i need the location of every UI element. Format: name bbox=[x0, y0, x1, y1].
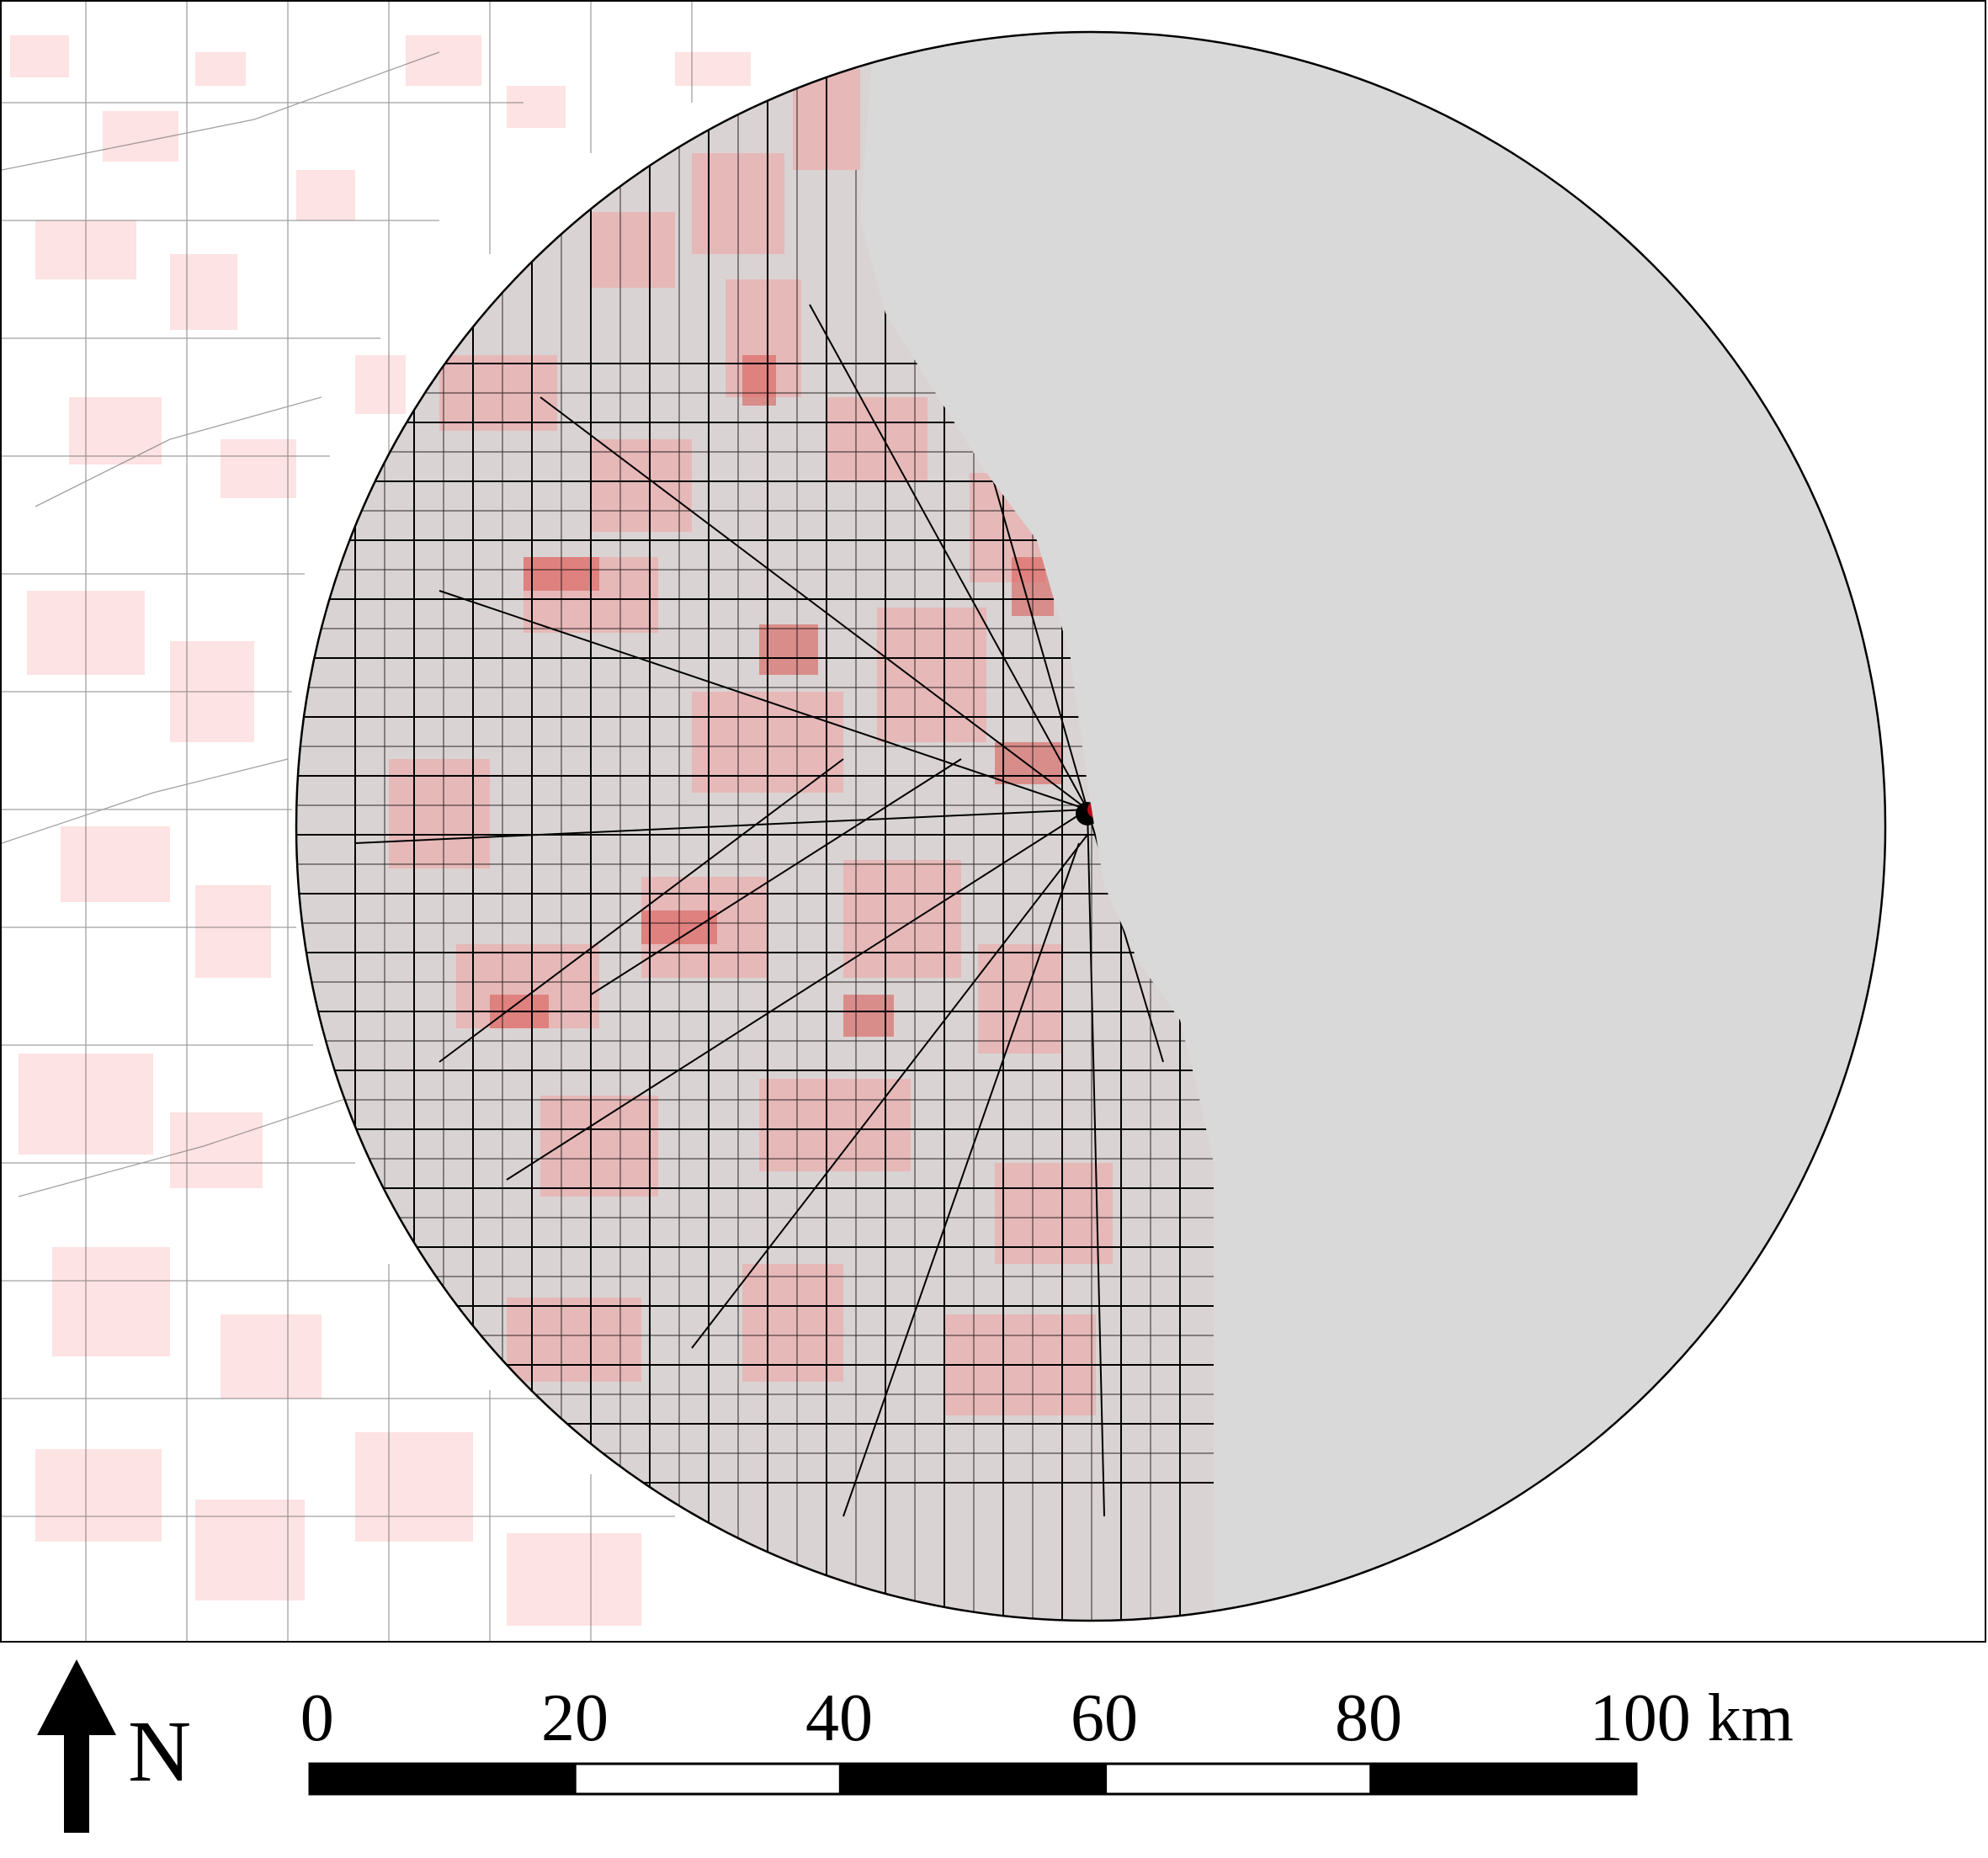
scale-bar bbox=[308, 1762, 1638, 1796]
scale-segment-1 bbox=[308, 1762, 577, 1796]
scale-segment-2 bbox=[573, 1762, 842, 1796]
scale-tick-20: 20 bbox=[541, 1681, 609, 1755]
scale-tick-60: 60 bbox=[1071, 1681, 1138, 1755]
scale-segment-3 bbox=[838, 1762, 1108, 1796]
scale-tick-100-km: 100 km bbox=[1589, 1681, 1794, 1755]
study-area-outline bbox=[295, 30, 1887, 1622]
outer-road-grid bbox=[2, 2, 693, 1641]
scale-tick-80: 80 bbox=[1335, 1681, 1402, 1755]
north-label: N bbox=[128, 1703, 192, 1800]
scale-segment-5 bbox=[1369, 1762, 1638, 1796]
map-frame bbox=[0, 0, 1986, 1643]
scale-tick-0: 0 bbox=[300, 1681, 334, 1755]
map-canvas bbox=[2, 2, 1887, 1641]
scale-tick-40: 40 bbox=[805, 1681, 873, 1755]
scale-segment-4 bbox=[1104, 1762, 1373, 1796]
north-arrow-icon bbox=[37, 1659, 116, 1833]
study-area-circle bbox=[296, 32, 1885, 1621]
minor-road-grid bbox=[296, 35, 1214, 1621]
major-road-grid bbox=[296, 35, 1214, 1621]
